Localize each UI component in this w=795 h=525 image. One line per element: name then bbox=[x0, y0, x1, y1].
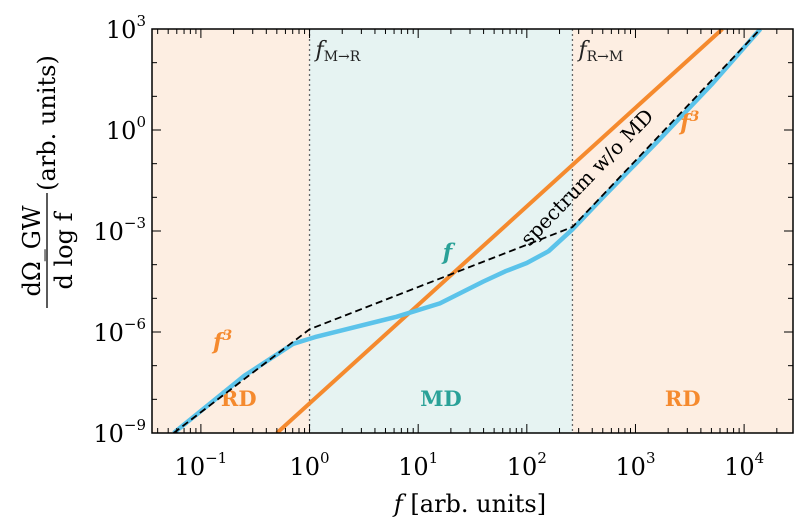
x-tick-label: 102 bbox=[507, 449, 547, 481]
y-tick-label: 100 bbox=[106, 113, 146, 145]
x-tick-label: 103 bbox=[615, 449, 655, 481]
region-band-rd bbox=[152, 29, 310, 433]
y-axis-label-numerator: dΩ_GW bbox=[18, 205, 46, 296]
x-tick-label: 10−1 bbox=[175, 449, 228, 481]
x-axis-label: f [arb. units] bbox=[392, 490, 546, 518]
y-axis-label-denominator: d log f bbox=[50, 210, 78, 289]
annotation-1: f bbox=[441, 240, 456, 266]
transition-label-0: fM→R bbox=[314, 38, 361, 65]
y-tick-label: 10−3 bbox=[93, 214, 146, 246]
series-line-1 bbox=[173, 29, 762, 433]
annotation-0: f3 bbox=[211, 328, 232, 355]
y-axis-label-units: (arb. units) bbox=[33, 55, 61, 191]
series-line-0 bbox=[275, 29, 724, 433]
y-tick-label: 10−6 bbox=[93, 315, 146, 347]
y-axis-label: dΩ_GW d log f (arb. units) bbox=[18, 55, 78, 308]
series-line-2 bbox=[172, 29, 763, 433]
region-label-md: MD bbox=[420, 386, 461, 411]
region-label-rd: RD bbox=[665, 386, 701, 411]
region-band-rd bbox=[572, 29, 793, 433]
x-tick-label: 100 bbox=[289, 449, 329, 481]
x-axis-label-rest: [arb. units] bbox=[403, 490, 546, 518]
y-tick-label: 103 bbox=[106, 12, 146, 44]
y-tick-label: 10−9 bbox=[93, 416, 146, 448]
x-tick-label: 104 bbox=[724, 449, 764, 481]
x-tick-label: 101 bbox=[398, 449, 438, 481]
annotation-2: f3 bbox=[678, 109, 699, 136]
